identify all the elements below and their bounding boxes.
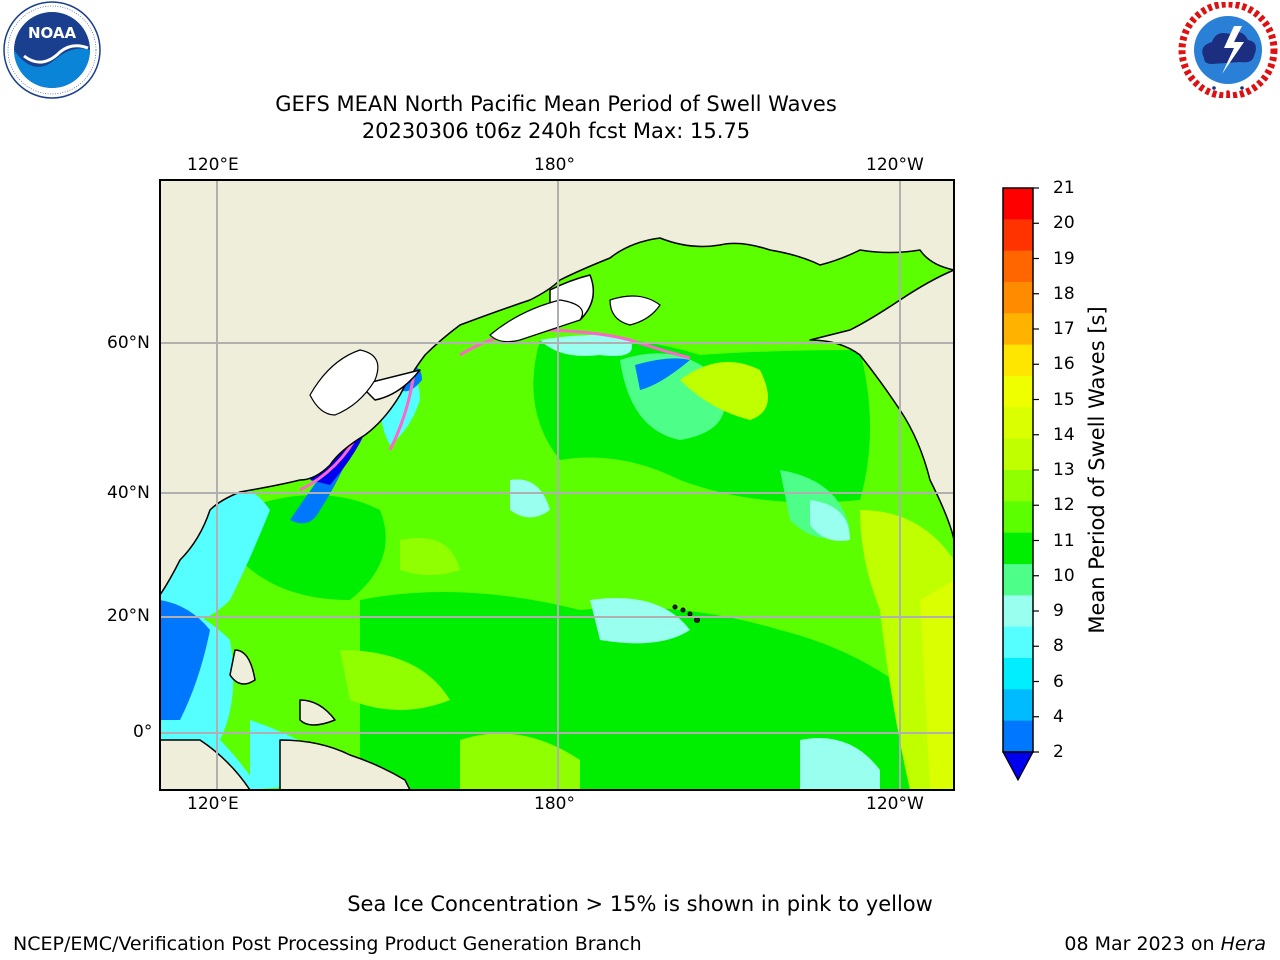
colorbar-tick-label: 16 [1053, 354, 1075, 375]
lon-tick-top-120w: 120°W [866, 155, 924, 175]
colorbar-tick-label: 19 [1053, 248, 1075, 269]
colorbar-segment [1003, 658, 1033, 690]
colorbar-tick-label: 2 [1053, 742, 1064, 762]
colorbar-tick-label: 6 [1053, 671, 1064, 692]
colorbar-segment [1003, 407, 1033, 440]
colorbar-tick-label: 12 [1053, 495, 1075, 516]
noaa-logo: NOAA [3, 1, 101, 99]
colorbar-segment [1003, 532, 1033, 565]
colorbar-segment [1003, 219, 1033, 252]
swell-period-map [159, 179, 955, 791]
title-line-1: GEFS MEAN North Pacific Mean Period of S… [275, 92, 837, 116]
map-grid [160, 180, 954, 790]
land [160, 180, 954, 790]
colorbar-segment [1003, 501, 1033, 534]
date-text: 08 Mar 2023 on [1064, 933, 1221, 955]
colorbar-tick-label: 11 [1053, 530, 1075, 551]
colorbar-tick-label: 14 [1053, 424, 1075, 445]
colorbar-segment [1003, 626, 1033, 659]
colorbar-segment [1003, 595, 1033, 628]
colorbar-tick-label: 10 [1053, 565, 1075, 586]
sea-ice-note: Sea Ice Concentration > 15% is shown in … [347, 892, 933, 916]
colorbar-segment [1003, 470, 1033, 502]
nws-logo [1178, 2, 1278, 98]
noaa-logo-text: NOAA [28, 24, 77, 42]
colorbar-extend-triangle [1001, 751, 1035, 782]
colorbar-segment [1003, 313, 1033, 346]
colorbar-tick-label: 13 [1053, 460, 1075, 480]
colorbar-segment [1003, 250, 1033, 283]
colorbar-segment [1003, 376, 1033, 408]
date-stamp: 08 Mar 2023 on Hera [1064, 933, 1266, 955]
lat-tick-40n: 40°N [107, 483, 150, 503]
colorbar-segment [1003, 720, 1033, 753]
colorbar-tick-label: 15 [1053, 389, 1075, 410]
lat-tick-0: 0° [133, 722, 153, 742]
lon-tick-bottom-120w: 120°W [866, 794, 924, 814]
credit-text: NCEP/EMC/Verification Post Processing Pr… [13, 933, 642, 955]
lon-tick-bottom-120e: 120°E [187, 794, 239, 814]
lat-tick-20n: 20°N [107, 606, 150, 626]
colorbar-tick-label: 18 [1053, 283, 1075, 304]
colorbar-segment [1003, 282, 1033, 314]
colorbar-segment [1003, 689, 1033, 722]
colorbar-tick-label: 9 [1053, 601, 1064, 621]
machine-name: Hera [1220, 933, 1266, 955]
no-data-areas [309, 295, 661, 416]
colorbar-segment [1003, 564, 1033, 596]
colorbar-segment [1003, 188, 1033, 220]
lon-tick-bottom-180: 180° [534, 794, 575, 814]
colorbar-tick-label: 8 [1053, 636, 1064, 657]
title-line-2: 20230306 t06z 240h fcst Max: 15.75 [361, 119, 751, 143]
colorbar-label: Mean Period of Swell Waves [s] [1085, 306, 1109, 634]
lat-tick-60n: 60°N [107, 333, 150, 353]
lon-tick-top-180: 180° [534, 155, 575, 175]
colorbar [1001, 187, 1039, 782]
colorbar-tick-label: 17 [1053, 319, 1075, 339]
colorbar-segment [1003, 438, 1033, 471]
colorbar-tick-label: 21 [1053, 178, 1075, 198]
lon-tick-top-120e: 120°E [187, 155, 239, 175]
map-frame [159, 179, 955, 791]
colorbar-segment [1003, 344, 1033, 377]
colorbar-tick-label: 4 [1053, 706, 1064, 727]
colorbar-tick-label: 20 [1053, 213, 1075, 234]
